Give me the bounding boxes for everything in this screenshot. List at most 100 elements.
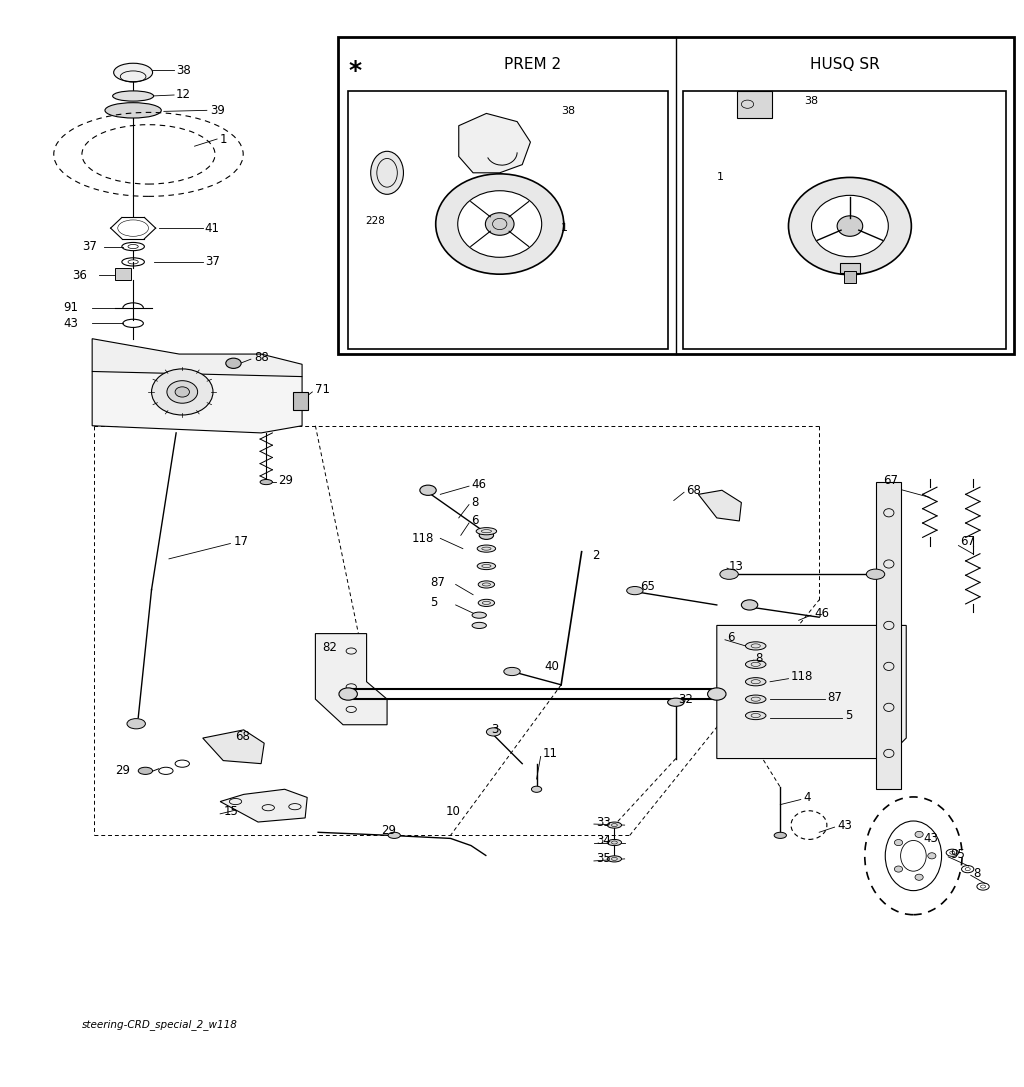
FancyBboxPatch shape [844, 271, 856, 284]
Ellipse shape [505, 177, 527, 193]
Ellipse shape [894, 866, 902, 872]
Text: 8: 8 [471, 496, 478, 509]
Text: 1: 1 [220, 133, 227, 146]
Text: 43: 43 [924, 832, 939, 845]
Ellipse shape [708, 688, 726, 700]
Text: 2: 2 [592, 549, 599, 562]
Text: 91: 91 [63, 301, 79, 314]
Ellipse shape [720, 570, 738, 579]
Ellipse shape [745, 677, 766, 686]
Ellipse shape [152, 368, 213, 415]
Polygon shape [92, 372, 302, 433]
FancyBboxPatch shape [293, 392, 308, 411]
Ellipse shape [894, 839, 902, 846]
Ellipse shape [915, 832, 924, 837]
Text: 37: 37 [205, 255, 220, 268]
Text: 68: 68 [236, 729, 251, 742]
Text: 1: 1 [717, 172, 724, 182]
Ellipse shape [607, 855, 622, 862]
Text: 87: 87 [430, 576, 445, 589]
Ellipse shape [458, 190, 542, 258]
Text: 8: 8 [973, 866, 980, 879]
Polygon shape [203, 729, 264, 764]
Ellipse shape [486, 728, 501, 736]
Text: 118: 118 [412, 532, 434, 545]
Text: 33: 33 [596, 815, 610, 828]
FancyBboxPatch shape [840, 263, 860, 273]
Text: 6: 6 [727, 632, 734, 645]
Text: 35: 35 [596, 852, 610, 865]
Ellipse shape [745, 660, 766, 669]
Ellipse shape [928, 852, 936, 859]
Polygon shape [876, 482, 901, 789]
Text: 6: 6 [471, 514, 478, 527]
Ellipse shape [225, 358, 242, 368]
Ellipse shape [420, 485, 436, 496]
Ellipse shape [127, 719, 145, 729]
Ellipse shape [445, 240, 468, 257]
Text: 39: 39 [210, 104, 225, 116]
Text: 5: 5 [430, 597, 437, 610]
Text: 3: 3 [492, 723, 499, 736]
Text: PREM 2: PREM 2 [504, 58, 561, 72]
Ellipse shape [477, 545, 496, 552]
Text: 67: 67 [961, 535, 976, 548]
Text: 13: 13 [729, 560, 744, 573]
Ellipse shape [479, 532, 494, 539]
Ellipse shape [915, 874, 924, 880]
Ellipse shape [788, 177, 911, 275]
Ellipse shape [837, 216, 862, 236]
Text: 34: 34 [596, 834, 611, 847]
Ellipse shape [478, 580, 495, 588]
Text: 118: 118 [791, 670, 813, 683]
Text: 46: 46 [814, 607, 829, 620]
Ellipse shape [175, 387, 189, 397]
Ellipse shape [607, 839, 622, 846]
Text: 1: 1 [561, 223, 568, 233]
FancyBboxPatch shape [737, 91, 772, 117]
Ellipse shape [436, 174, 563, 274]
Text: 38: 38 [804, 96, 818, 107]
Text: 40: 40 [545, 660, 560, 673]
Ellipse shape [114, 63, 153, 82]
Ellipse shape [505, 254, 527, 271]
Polygon shape [92, 339, 302, 382]
Ellipse shape [745, 641, 766, 650]
Text: 71: 71 [315, 384, 331, 397]
Ellipse shape [627, 587, 643, 595]
Text: 65: 65 [640, 580, 655, 594]
Polygon shape [315, 634, 387, 725]
Ellipse shape [811, 196, 888, 257]
Text: 87: 87 [827, 690, 843, 703]
Ellipse shape [105, 102, 162, 118]
Ellipse shape [371, 151, 403, 195]
Ellipse shape [774, 833, 786, 838]
Ellipse shape [485, 213, 514, 235]
Text: 68: 68 [686, 484, 701, 497]
Text: 95: 95 [950, 848, 966, 861]
Text: 37: 37 [82, 240, 97, 253]
Polygon shape [698, 490, 741, 521]
Ellipse shape [260, 479, 272, 485]
Ellipse shape [668, 698, 684, 707]
Text: 88: 88 [254, 351, 268, 364]
Text: 5: 5 [845, 709, 852, 722]
FancyBboxPatch shape [115, 268, 131, 280]
Ellipse shape [388, 833, 400, 838]
Text: 46: 46 [471, 477, 486, 490]
Text: 8: 8 [756, 652, 763, 664]
Ellipse shape [607, 822, 622, 828]
Text: 17: 17 [233, 535, 249, 548]
Ellipse shape [745, 695, 766, 703]
Text: 43: 43 [63, 316, 79, 329]
Text: 11: 11 [543, 747, 558, 760]
Ellipse shape [866, 570, 885, 579]
Text: steering-CRD_special_2_w118: steering-CRD_special_2_w118 [82, 1019, 238, 1029]
Text: 67: 67 [883, 474, 898, 487]
Text: 38: 38 [176, 64, 190, 77]
Text: 82: 82 [323, 641, 338, 654]
FancyBboxPatch shape [338, 37, 1014, 354]
Ellipse shape [478, 599, 495, 607]
Text: 29: 29 [279, 474, 294, 487]
Ellipse shape [339, 688, 357, 700]
